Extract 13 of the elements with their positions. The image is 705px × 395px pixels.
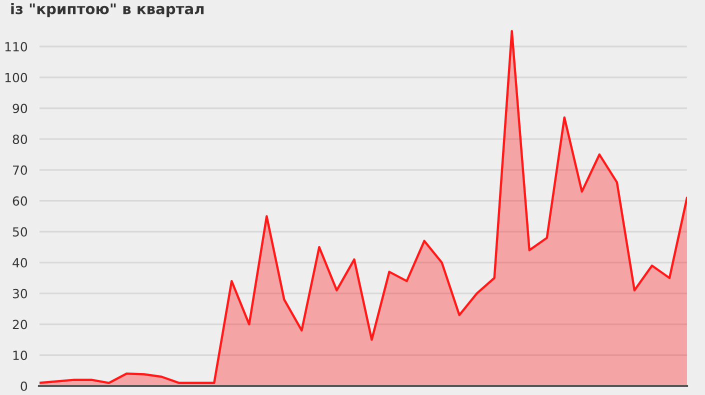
chart-title: із "криптою" в квартал — [11, 3, 204, 18]
y-tick-label: 30 — [12, 288, 28, 298]
y-tick-label: 10 — [13, 350, 28, 360]
y-tick-label: 50 — [12, 227, 28, 237]
y-tick-label: 40 — [12, 258, 28, 268]
y-tick-label: 70 — [13, 165, 28, 175]
y-tick-label: 80 — [12, 134, 28, 144]
y-tick-label: 110 — [5, 42, 28, 52]
y-tick-label: 100 — [5, 72, 28, 82]
y-tick-label: 90 — [12, 104, 28, 114]
y-tick-label: 20 — [12, 320, 28, 330]
y-tick-label: 0 — [20, 381, 28, 391]
y-tick-label: 60 — [12, 196, 28, 206]
